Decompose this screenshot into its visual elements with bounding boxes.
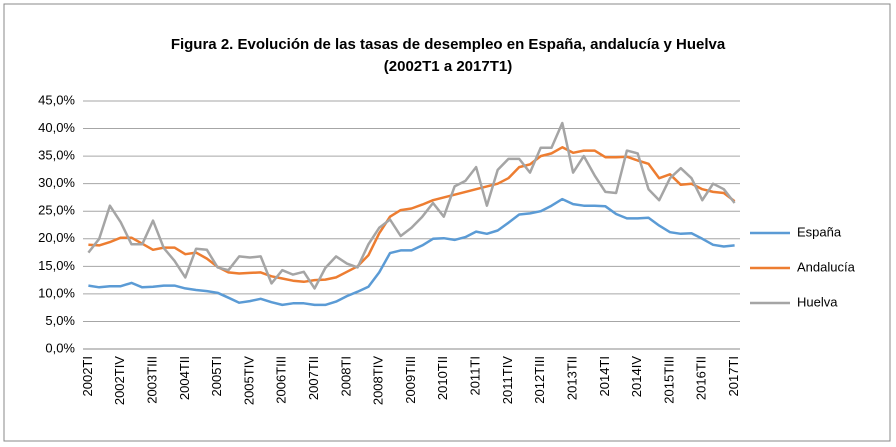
x-tick-label: 2011TI [468,356,483,396]
y-tick-label: 0,0% [45,340,75,355]
chart-subtitle: (2002T1 a 2017T1) [384,58,512,75]
y-tick-label: 40,0% [38,120,75,135]
x-tick-label: 2004TII [177,356,192,400]
series-line [87,121,736,290]
legend-label: Huelva [797,294,838,309]
x-tick-label: 2014TI [597,356,612,396]
x-tick-label: 2012TIII [532,356,547,404]
x-tick-label: 2007TII [306,356,321,400]
x-tick-label: 2011TIV [500,356,515,405]
y-tick-label: 15,0% [38,258,75,273]
x-tick-label: 2006TIII [274,356,289,404]
y-tick-label: 10,0% [38,285,75,300]
series-line [88,146,736,284]
x-tick-label: 2005TIV [241,356,256,405]
y-tick-label: 25,0% [38,203,75,218]
x-tick-label: 2015TIII [661,356,676,404]
y-tick-label: 5,0% [45,313,75,328]
y-tick-label: 30,0% [38,175,75,190]
y-tick-label: 20,0% [38,230,75,245]
x-tick-label: 2002TIV [112,356,127,405]
x-tick-label: 2014IV [629,356,644,398]
x-tick-label: 2013TII [564,356,579,400]
y-tick-label: 45,0% [38,92,75,107]
legend-label: España [797,224,842,239]
x-tick-label: 2008TIV [371,356,386,405]
x-tick-label: 2016TII [694,356,709,400]
x-tick-label: 2010TII [435,356,450,400]
x-tick-label: 2017TI [726,356,741,396]
x-tick-label: 2005TI [209,356,224,396]
x-tick-label: 2003TIII [144,356,159,404]
legend-label: Andalucía [797,259,856,274]
series-line [88,197,735,307]
x-tick-label: 2009TIII [403,356,418,404]
x-tick-label: 2002TI [80,356,95,396]
y-tick-label: 35,0% [38,148,75,163]
x-tick-label: 2008TI [338,356,353,396]
chart-title: Figura 2. Evolución de las tasas de dese… [171,36,726,53]
